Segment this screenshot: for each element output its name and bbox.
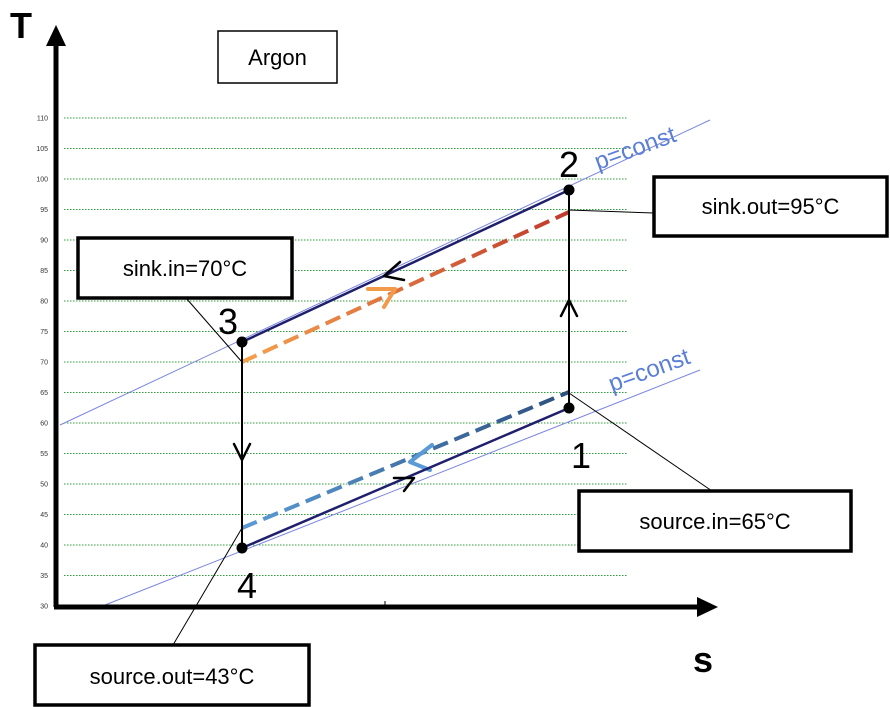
state-point-4 — [236, 542, 248, 554]
source-stream-arrow-icon — [408, 443, 434, 472]
gas-label-box — [217, 30, 338, 84]
upper-isobar-label: p=const — [591, 121, 680, 175]
source-in-box — [577, 489, 853, 553]
sink-out-box — [652, 175, 889, 238]
tick-label-70: 70 — [40, 360, 48, 367]
sink-in-box — [76, 236, 294, 300]
tick-label-105: 105 — [36, 146, 48, 153]
heat-absorption-arrow-icon — [392, 476, 416, 493]
tick-label-55: 55 — [40, 451, 48, 458]
source-out-leader — [172, 527, 243, 646]
upper-isobar-line — [59, 119, 711, 426]
gas-label: Argon — [248, 45, 307, 70]
tick-label-100: 100 — [36, 177, 48, 184]
state-point-2 — [563, 184, 575, 196]
tick-label-60: 60 — [40, 421, 48, 428]
tick-label-40: 40 — [40, 543, 48, 550]
tick-label-80: 80 — [40, 299, 48, 306]
sink-stream-line — [241, 210, 570, 364]
tick-label-85: 85 — [40, 268, 48, 275]
source-out-text: source.out=43°C — [90, 664, 255, 689]
sink-out-leader — [568, 209, 655, 214]
x-axis-label: s — [693, 639, 713, 680]
tick-label-90: 90 — [40, 238, 48, 245]
tick-label-45: 45 — [40, 512, 48, 519]
state-label-3: 3 — [218, 301, 238, 342]
sink-stream-arrow-icon — [366, 287, 397, 309]
tick-label-95: 95 — [40, 207, 48, 214]
y-axis-label: T — [10, 5, 32, 46]
source-in-text: source.in=65°C — [639, 509, 790, 534]
tick-label-50: 50 — [40, 482, 48, 489]
sink-out-text: sink.out=95°C — [702, 194, 840, 219]
sink-in-text: sink.in=70°C — [123, 256, 247, 281]
x-axis-arrow-icon — [697, 597, 718, 617]
tick-label-75: 75 — [40, 329, 48, 336]
state-point-3 — [236, 336, 248, 348]
state-point-1 — [563, 402, 575, 414]
source-in-leader — [568, 392, 713, 492]
state-label-2: 2 — [559, 144, 579, 185]
cycle-line-2-3 — [241, 188, 570, 344]
expansion-arrow-icon — [232, 442, 252, 462]
tick-label-110: 110 — [37, 116, 48, 123]
y-axis-arrow-icon — [46, 25, 66, 46]
temperature-grid — [64, 117, 628, 607]
tick-label-30: 30 — [40, 604, 48, 611]
heat-rejection-arrow-icon — [382, 260, 406, 282]
compression-arrow-icon — [559, 298, 579, 318]
state-label-4: 4 — [237, 565, 257, 606]
source-stream-line — [241, 390, 570, 530]
source-out-box — [33, 643, 311, 707]
state-label-1: 1 — [571, 435, 591, 476]
tick-label-35: 35 — [40, 573, 48, 580]
sink-in-leader — [185, 297, 243, 363]
lower-isobar-line — [104, 369, 701, 606]
temperature-tick-labels: 30 35 40 45 50 55 60 65 70 75 80 85 90 95 100 105 110 — [36, 116, 48, 611]
tick-label-65: 65 — [40, 390, 48, 397]
